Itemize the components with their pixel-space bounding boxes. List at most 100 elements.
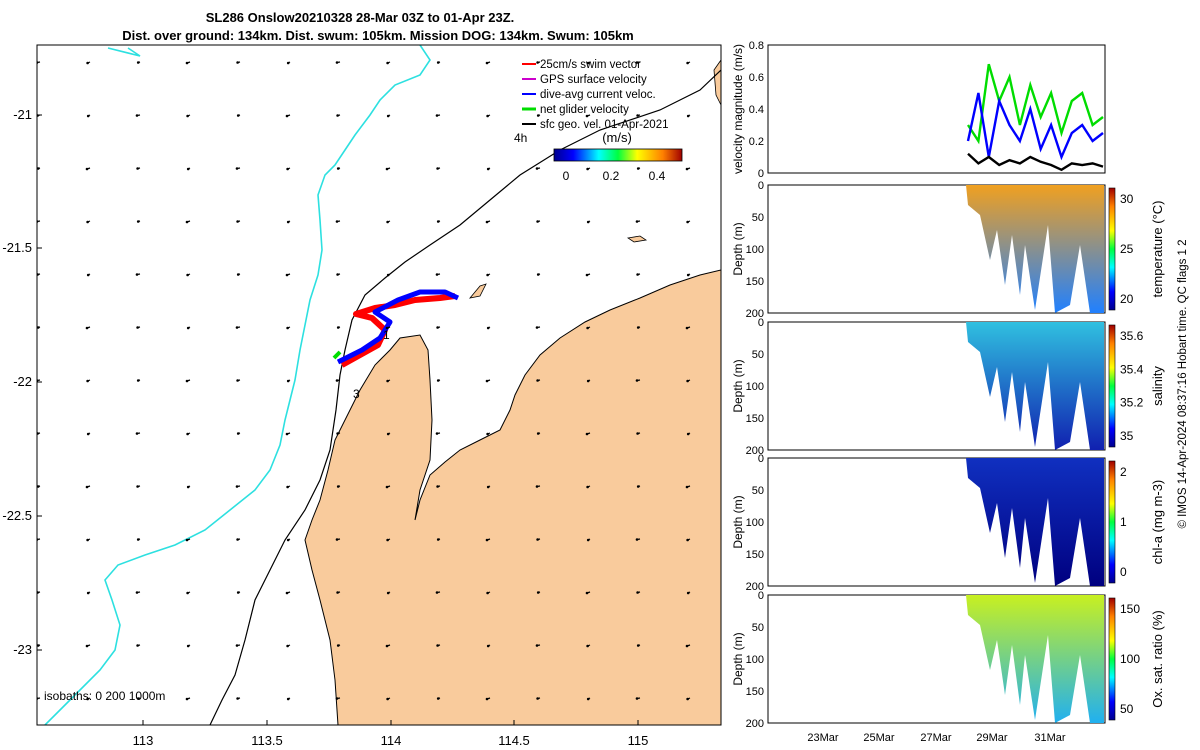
velocity-arrow xyxy=(85,644,91,648)
velocity-arrow xyxy=(286,379,291,383)
depth-tick: 150 xyxy=(746,549,764,561)
velocity-arrow xyxy=(486,485,491,489)
time-tick: 25Mar xyxy=(863,732,895,744)
velocity-arrow xyxy=(235,644,241,647)
vel-y-tick: 0.4 xyxy=(749,104,764,116)
depth-label: Depth (m) xyxy=(731,222,745,275)
depth-tick: 100 xyxy=(746,517,764,529)
title-line1: SL286 Onslow20210328 28-Mar 03Z to 01-Ap… xyxy=(206,10,515,25)
velocity-arrow xyxy=(686,591,691,595)
velocity-arrow xyxy=(236,591,241,594)
velocity-arrow xyxy=(285,432,291,436)
colorbar-label: chl-a (mg m-3) xyxy=(1150,480,1165,565)
velocity-arrow xyxy=(136,485,141,488)
depth-label: Depth (m) xyxy=(731,495,745,548)
velocity-arrow xyxy=(235,485,241,488)
track-red xyxy=(340,293,456,368)
colorbar-tick: 30 xyxy=(1120,192,1134,206)
velocity-arrow xyxy=(136,379,141,382)
velocity-arrow xyxy=(436,644,441,647)
isobath-1000m xyxy=(44,45,431,725)
velocity-arrow xyxy=(236,379,241,382)
vel-y-tick: 0 xyxy=(758,168,764,180)
colorbar-label: temperature (°C) xyxy=(1150,201,1165,298)
legend-label: dive-avg current veloc. xyxy=(540,89,656,101)
velocity-arrow xyxy=(386,697,391,701)
velocity-arrow xyxy=(385,485,391,489)
map-colorbar-ticks: 0 0.2 0.4 xyxy=(563,169,666,183)
velocity-arrow xyxy=(436,379,441,382)
velocity-arrow xyxy=(586,538,591,542)
velocity-arrow xyxy=(185,697,191,701)
velocity-arrow xyxy=(186,114,191,118)
velocity-arrow xyxy=(236,697,241,700)
map-x-tick: 114.5 xyxy=(498,733,530,748)
colorbar-tick: 0 xyxy=(563,169,570,183)
depth-tick: 200 xyxy=(746,718,764,730)
velocity-arrow xyxy=(586,485,591,489)
velocity-arrow xyxy=(535,326,541,329)
map-x-tick: 114 xyxy=(381,733,402,748)
depth-tick: 150 xyxy=(746,686,764,698)
map-legend: 25cm/s swim vector GPS surface velocity … xyxy=(522,59,669,131)
velocity-arrow xyxy=(586,326,591,330)
duration-label: 4h xyxy=(514,131,527,145)
time-tick: 23Mar xyxy=(807,732,839,744)
velocity-arrow xyxy=(535,167,541,170)
velocity-arrow xyxy=(286,644,291,648)
velocity-arrow xyxy=(135,273,141,276)
velocity-arrow xyxy=(336,167,341,170)
velocity-arrow xyxy=(86,697,91,701)
velocity-arrow xyxy=(685,326,691,330)
velocity-arrow xyxy=(286,167,291,171)
velocity-arrow xyxy=(135,432,141,435)
velocity-arrow xyxy=(635,538,641,541)
velocity-arrow xyxy=(336,591,341,594)
time-tick: 29Mar xyxy=(976,732,1008,744)
velocity-arrow xyxy=(536,220,541,223)
profile-panel: 0 50 100 150 200 Depth (m) 20 25 30 temperature (… xyxy=(731,180,1165,320)
velocity-arrow xyxy=(686,61,691,65)
profile-colorbar xyxy=(1108,187,1116,311)
map-x-tick: 113.5 xyxy=(251,733,283,748)
depth-tick: 50 xyxy=(752,485,764,497)
time-tick: 27Mar xyxy=(920,732,952,744)
velocity-arrow xyxy=(486,432,491,436)
map-y-tick: -22.5 xyxy=(2,508,32,523)
velocity-arrow xyxy=(136,61,141,64)
velocity-arrow xyxy=(86,591,91,595)
velocity-arrow xyxy=(635,61,641,64)
depth-tick: 0 xyxy=(758,317,764,329)
velocity-arrow xyxy=(235,167,241,170)
velocity-arrow xyxy=(236,220,241,223)
velocity-arrow xyxy=(486,644,491,648)
velocity-arrow xyxy=(435,273,441,276)
velocity-arrow xyxy=(485,697,491,701)
velocity-arrow xyxy=(136,697,141,700)
velocity-arrow xyxy=(135,114,141,117)
velocity-arrow xyxy=(536,591,541,594)
legend-label: sfc geo. vel. 01-Apr-2021 xyxy=(540,119,669,131)
velocity-arrow xyxy=(435,591,441,594)
velocity-arrow xyxy=(186,644,191,648)
velocity-arrow xyxy=(286,697,291,701)
velocity-arrow xyxy=(436,697,441,700)
colorbar-label: (m/s) xyxy=(602,130,632,145)
velocity-arrow xyxy=(436,485,441,488)
velocity-arrow xyxy=(685,167,691,171)
velocity-arrow xyxy=(386,591,391,595)
velocity-arrow xyxy=(186,167,191,171)
velocity-arrow xyxy=(386,538,391,542)
colorbar-tick: 0.2 xyxy=(603,169,620,183)
velocity-arrow xyxy=(86,538,91,542)
velocity-arrow xyxy=(485,61,491,65)
velocity-arrow xyxy=(285,114,291,118)
velocity-arrow xyxy=(336,326,341,329)
colorbar-tick: 1 xyxy=(1120,515,1127,529)
depth-tick: 150 xyxy=(746,276,764,288)
depth-tick: 100 xyxy=(746,654,764,666)
velocity-arrow xyxy=(586,379,591,383)
velocity-arrow xyxy=(636,167,641,170)
velocity-arrow xyxy=(185,61,191,65)
velocity-arrow xyxy=(236,538,241,541)
